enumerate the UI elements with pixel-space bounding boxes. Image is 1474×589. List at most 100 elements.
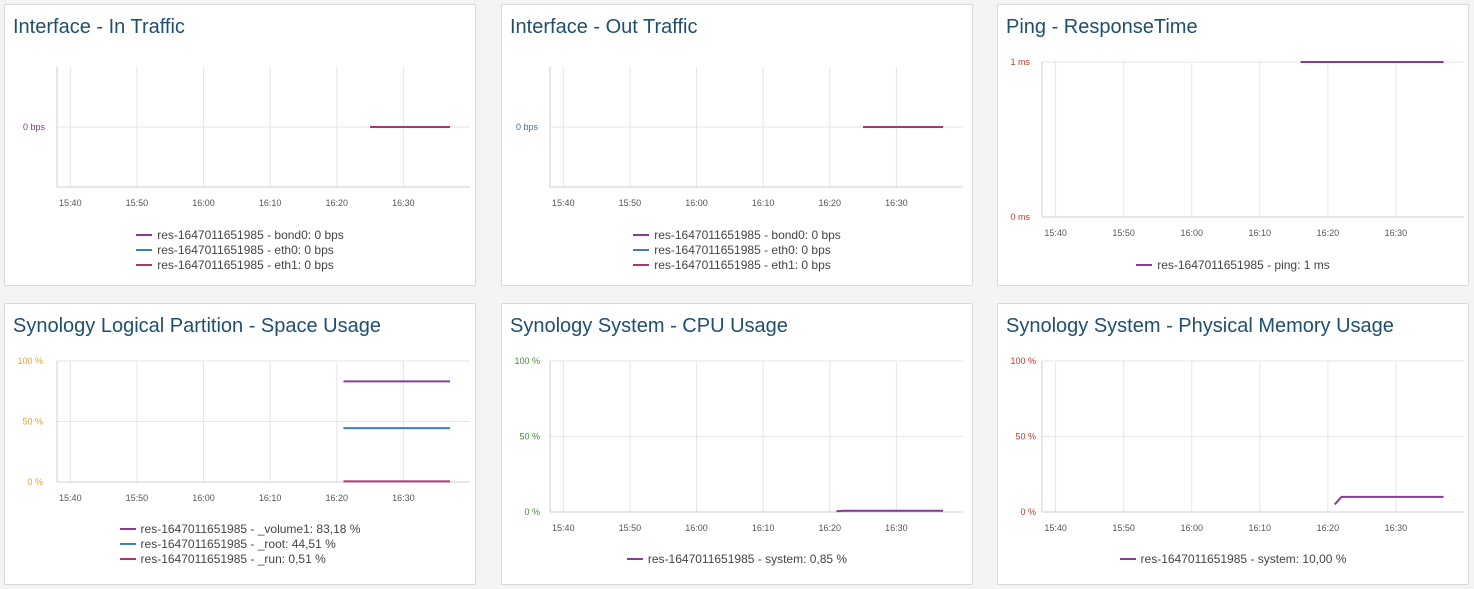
x-tick-label: 16:30 [392, 493, 415, 503]
panel-in-traffic: Interface - In Traffic 15:40 15:50 16:00 16… [4, 4, 476, 286]
chart-legend: res-1647011651985 - system: 0,85 % [502, 551, 972, 566]
legend-label: res-1647011651985 - ping: 1 ms [1157, 257, 1330, 272]
legend-item[interactable]: res-1647011651985 - eth1: 0 bps [633, 257, 831, 272]
y-tick-label: 0 % [524, 507, 540, 517]
legend-label: res-1647011651985 - _root: 44,51 % [140, 536, 336, 551]
legend-label: res-1647011651985 - bond0: 0 bps [157, 227, 344, 242]
x-tick-label: 15:40 [59, 198, 82, 208]
x-tick-label: 15:50 [619, 198, 642, 208]
legend-item[interactable]: res-1647011651985 - _run: 0,51 % [119, 551, 326, 566]
panel-title: Interface - In Traffic [13, 16, 185, 38]
legend-swatch [136, 233, 153, 236]
panel-space-usage: Synology Logical Partition - Space Usage… [4, 303, 476, 585]
legend-swatch [626, 557, 643, 560]
x-tick-label: 16:30 [885, 198, 908, 208]
x-tick-label: 16:20 [326, 198, 349, 208]
legend-item[interactable]: res-1647011651985 - bond0: 0 bps [136, 227, 344, 242]
x-tick-label: 16:00 [1180, 228, 1203, 238]
legend-label: res-1647011651985 - _volume1: 83,18 % [140, 521, 361, 536]
legend-swatch [136, 248, 153, 251]
x-tick-label: 16:00 [192, 198, 215, 208]
legend-swatch [119, 557, 136, 560]
panel-out-traffic: Interface - Out Traffic 15:40 15:50 16:00 1… [501, 4, 973, 286]
chart-legend: res-1647011651985 - _volume1: 83,18 % res… [5, 521, 475, 566]
legend-swatch [119, 527, 136, 530]
y-tick-label: 1 ms [1010, 57, 1030, 67]
y-tick-label: 0 % [1020, 507, 1036, 517]
legend-label: res-1647011651985 - system: 0,85 % [647, 551, 848, 566]
panel-title: Synology System - CPU Usage [510, 315, 788, 337]
panel-memory-usage: Synology System - Physical Memory Usage … [997, 303, 1469, 585]
panel-ping-responsetime: Ping - ResponseTime 15:40 15:50 16:00 16:10… [997, 4, 1469, 286]
x-tick-label: 15:50 [1112, 228, 1135, 238]
y-tick-label: 100 % [1010, 356, 1036, 366]
x-tick-label: 16:00 [192, 493, 215, 503]
legend-item[interactable]: res-1647011651985 - _root: 44,51 % [119, 536, 336, 551]
series-line [836, 509, 944, 513]
chart-svg: 15:40 15:50 16:00 16:10 16:20 16:30 0 ms 1 ms [1010, 57, 1464, 238]
x-tick-label: 16:20 [819, 198, 842, 208]
x-tick-label: 16:30 [1385, 523, 1408, 533]
x-tick-label: 16:10 [1249, 228, 1272, 238]
legend-swatch [1119, 557, 1136, 560]
x-tick-label: 15:40 [552, 523, 575, 533]
chart-svg: 15:40 15:50 16:00 16:10 16:20 16:30 0 % 50 % 100… [514, 356, 963, 533]
x-tick-label: 16:30 [885, 523, 908, 533]
panel-title: Interface - Out Traffic [510, 16, 698, 38]
legend-item[interactable]: res-1647011651985 - system: 10,00 % [1119, 551, 1347, 566]
y-tick-label: 100 % [17, 356, 43, 366]
panel-title: Synology System - Physical Memory Usage [1006, 315, 1394, 337]
legend-item[interactable]: res-1647011651985 - eth0: 0 bps [136, 242, 334, 257]
legend-item[interactable]: res-1647011651985 - eth0: 0 bps [633, 242, 831, 257]
x-tick-label: 16:00 [1180, 523, 1203, 533]
legend-item[interactable]: res-1647011651985 - bond0: 0 bps [633, 227, 841, 242]
x-tick-label: 15:50 [126, 198, 149, 208]
x-tick-label: 16:00 [685, 198, 708, 208]
y-tick-label: 0 % [27, 477, 43, 487]
y-tick-label: 100 % [514, 356, 540, 366]
y-tick-label: 50 % [519, 432, 540, 442]
y-tick-label: 0 ms [1010, 212, 1030, 222]
x-tick-label: 15:40 [1044, 523, 1067, 533]
y-tick-label: 50 % [1015, 432, 1036, 442]
chart-svg: 15:40 15:50 16:00 16:10 16:20 16:30 0 bps [23, 67, 470, 208]
x-tick-label: 15:50 [1112, 523, 1135, 533]
x-tick-label: 16:20 [1317, 228, 1340, 238]
legend-swatch [633, 233, 650, 236]
chart-legend: res-1647011651985 - ping: 1 ms [998, 257, 1468, 272]
legend-label: res-1647011651985 - eth1: 0 bps [654, 257, 831, 272]
legend-label: res-1647011651985 - eth0: 0 bps [157, 242, 334, 257]
panel-title: Synology Logical Partition - Space Usage [13, 315, 381, 337]
x-tick-label: 16:10 [259, 493, 282, 503]
legend-label: res-1647011651985 - eth0: 0 bps [654, 242, 831, 257]
legend-label: res-1647011651985 - eth1: 0 bps [157, 257, 334, 272]
series-line [1333, 495, 1444, 506]
legend-item[interactable]: res-1647011651985 - eth1: 0 bps [136, 257, 334, 272]
y-tick-label: 0 bps [516, 122, 539, 132]
legend-swatch [633, 248, 650, 251]
x-tick-label: 16:20 [1317, 523, 1340, 533]
chart-svg: 15:40 15:50 16:00 16:10 16:20 16:30 0 bps [516, 67, 963, 208]
legend-item[interactable]: res-1647011651985 - ping: 1 ms [1136, 257, 1330, 272]
x-tick-label: 16:10 [259, 198, 282, 208]
legend-label: res-1647011651985 - _run: 0,51 % [140, 551, 326, 566]
chart-legend: res-1647011651985 - system: 10,00 % [998, 551, 1468, 566]
chart-svg: 15:40 15:50 16:00 16:10 16:20 16:30 0 % 50 % 100… [1010, 356, 1464, 533]
legend-swatch [1136, 263, 1153, 266]
panel-cpu-usage: Synology System - CPU Usage 15:40 15:50 16… [501, 303, 973, 585]
legend-item[interactable]: res-1647011651985 - system: 0,85 % [626, 551, 848, 566]
x-tick-label: 16:10 [752, 523, 775, 533]
y-tick-label: 50 % [22, 417, 43, 427]
y-tick-label: 0 bps [23, 122, 46, 132]
x-tick-label: 15:40 [552, 198, 575, 208]
legend-item[interactable]: res-1647011651985 - _volume1: 83,18 % [119, 521, 361, 536]
legend-swatch [119, 542, 136, 545]
legend-swatch [136, 263, 153, 266]
legend-label: res-1647011651985 - bond0: 0 bps [654, 227, 841, 242]
x-tick-label: 16:20 [326, 493, 349, 503]
panel-title: Ping - ResponseTime [1006, 16, 1198, 38]
x-tick-label: 16:30 [392, 198, 415, 208]
x-tick-label: 16:00 [685, 523, 708, 533]
legend-label: res-1647011651985 - system: 10,00 % [1140, 551, 1347, 566]
x-tick-label: 16:20 [819, 523, 842, 533]
